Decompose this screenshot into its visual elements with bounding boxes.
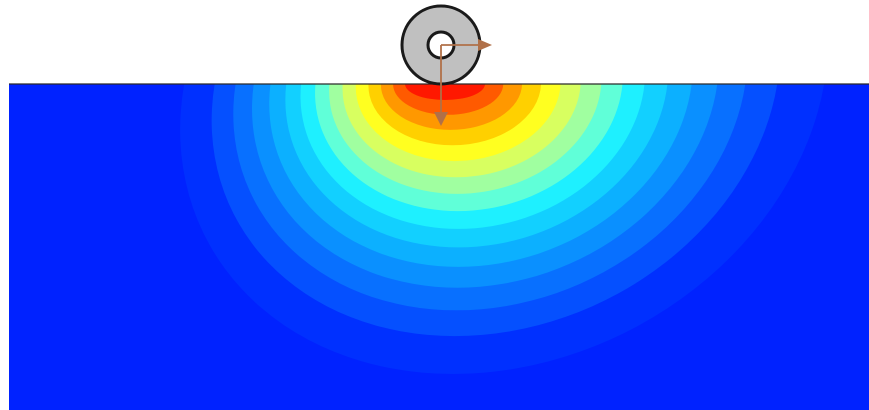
arrow-right-icon	[441, 39, 492, 51]
arrow-down-icon	[434, 45, 448, 126]
stress-contours	[180, 84, 829, 374]
contour-band	[405, 84, 485, 100]
force-arrows	[434, 39, 492, 126]
contour-band	[393, 84, 504, 115]
substrate	[9, 83, 869, 410]
